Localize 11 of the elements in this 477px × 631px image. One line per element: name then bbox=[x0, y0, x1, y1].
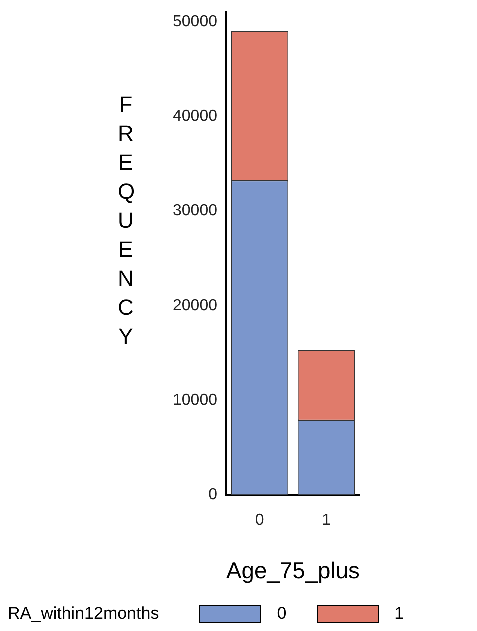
legend-label: 1 bbox=[394, 604, 404, 624]
legend-title: RA_within12months bbox=[8, 604, 160, 624]
text: FREQUENCY bbox=[118, 92, 136, 349]
y-tick-label: 30000 bbox=[172, 202, 218, 220]
y-tick-label: 50000 bbox=[172, 13, 218, 30]
y-tick-label: 0 bbox=[208, 486, 218, 504]
y-tick-label: 20000 bbox=[172, 297, 218, 314]
x-axis-title: Age_75_plus bbox=[226, 557, 360, 584]
y-tick-label: 40000 bbox=[172, 108, 218, 126]
y-tick-label: 10000 bbox=[172, 392, 218, 409]
legend-label: 0 bbox=[277, 604, 287, 624]
